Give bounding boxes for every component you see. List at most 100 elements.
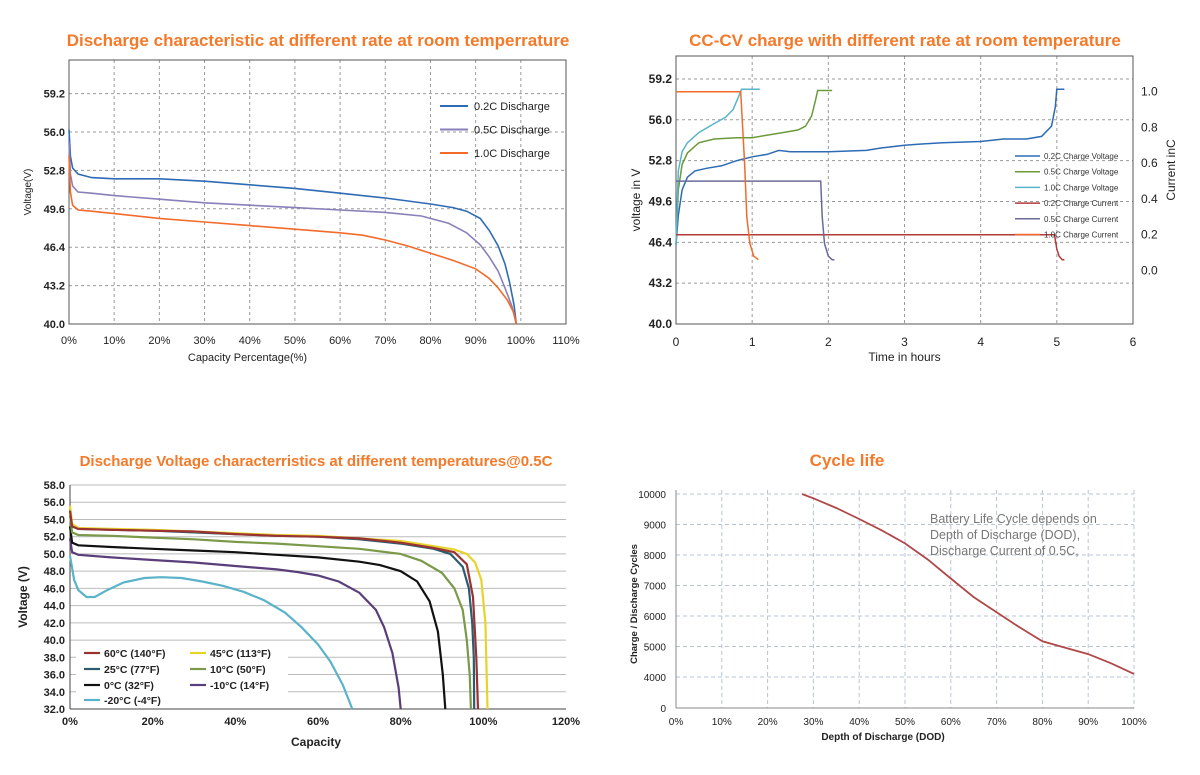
y-tick-label: 52.8 xyxy=(44,165,65,177)
chart-discharge-temperature: Discharge Voltage characterristics at di… xyxy=(0,385,600,770)
x-tick-label: 60% xyxy=(329,335,351,347)
series-line-1-0c-discharge xyxy=(68,155,518,325)
plot-frame xyxy=(675,55,1134,325)
x-tick-label: 6 xyxy=(1130,335,1137,349)
x-tick-label: 10% xyxy=(103,335,125,347)
annotation-text: Discharge Current of 0.5C, xyxy=(930,544,1079,558)
x-tick-label: 0% xyxy=(669,717,684,728)
x-tick-label: 3 xyxy=(901,335,908,349)
x-tick-label: 100% xyxy=(507,335,535,347)
series-line-0-2c-charge-voltage xyxy=(675,88,1065,245)
x-axis-label: Depth of Discharge (DOD) xyxy=(821,732,944,743)
y-tick-label: 48.0 xyxy=(44,566,65,578)
legend-label: 60°C (140°F) xyxy=(104,648,166,660)
y-tick-label: 58.0 xyxy=(44,480,65,492)
annotation-text: Battery Life Cycle depends on xyxy=(930,512,1097,526)
x-tick-label: 50% xyxy=(284,335,306,347)
chart-title: Discharge characteristic at different ra… xyxy=(67,31,570,50)
y-tick-label: 34.0 xyxy=(44,687,65,699)
y-tick-label: 9000 xyxy=(644,521,667,532)
y2-tick-label: 0.6 xyxy=(1141,156,1158,170)
x-tick-label: 30% xyxy=(194,335,216,347)
x-tick-label: 60% xyxy=(307,716,329,728)
series-line-0-5c-charge-voltage xyxy=(675,89,833,245)
x-tick-label: 80% xyxy=(390,716,412,728)
y-tick-label: 49.6 xyxy=(44,204,65,216)
x-tick-label: 110% xyxy=(552,335,580,347)
legend-label: 1.0C Discharge xyxy=(474,148,550,160)
series-line-10-c-14-f xyxy=(68,538,402,710)
y2-tick-label: 0.2 xyxy=(1141,228,1158,242)
y-tick-label: 54.0 xyxy=(44,514,65,526)
y-tick-label: 44.0 xyxy=(44,601,65,613)
series-line-1-0c-charge-current xyxy=(676,90,759,261)
y-tick-label: 52.0 xyxy=(44,532,65,544)
legend-label: 1.0C Charge Voltage xyxy=(1044,183,1119,192)
y-tick-label: 56.0 xyxy=(649,113,673,127)
y-tick-label: 4000 xyxy=(644,673,667,684)
y-tick-label: 10000 xyxy=(638,490,666,501)
legend-label: 10°C (50°F) xyxy=(210,664,266,676)
chart-title: Cycle life xyxy=(810,451,885,470)
chart-cycle-life: Cycle life 0 4000 5000 6000 7000 8000 9000 10000… xyxy=(600,385,1200,770)
y-tick-label: 32.0 xyxy=(44,704,65,716)
x-tick-label: 100% xyxy=(469,716,497,728)
y-tick-label: 38.0 xyxy=(44,652,65,664)
series-line-1-0c-charge-voltage xyxy=(675,88,760,245)
y-tick-label: 46.4 xyxy=(649,235,673,249)
y-tick-label: 36.0 xyxy=(44,670,65,682)
legend-label: -20°C (-4°F) xyxy=(104,695,161,707)
legend-label: 0.2C Discharge xyxy=(474,101,550,113)
x-tick-label: 4 xyxy=(977,335,984,349)
x-tick-label: 0% xyxy=(62,716,78,728)
y2-tick-label: 0.0 xyxy=(1141,263,1158,277)
chart-cccv-charge-svg: CC-CV charge with different rate at room… xyxy=(629,31,1178,364)
x-axis-label: Time in hours xyxy=(868,350,940,364)
x-tick-label: 80% xyxy=(419,335,441,347)
x-tick-label: 20% xyxy=(142,716,164,728)
x-tick-label: 1 xyxy=(749,335,756,349)
y-tick-label: 59.2 xyxy=(649,72,673,86)
chart-discharge-temperature-svg: Discharge Voltage characterristics at di… xyxy=(16,453,580,749)
x-tick-label: 20% xyxy=(758,717,778,728)
y2-tick-label: 1.0 xyxy=(1141,85,1158,99)
series-line-60-c-140-f xyxy=(68,510,480,710)
y-tick-label: 40.0 xyxy=(649,317,673,331)
y-tick-label: 40.0 xyxy=(44,319,65,331)
y-tick-label: 43.2 xyxy=(44,281,65,293)
x-tick-label: 100% xyxy=(1121,717,1147,728)
legend-label: 0.5C Charge Current xyxy=(1044,215,1119,224)
y2-axis-label: Current inC xyxy=(1164,139,1178,201)
x-axis-label: Capacity Percentage(%) xyxy=(188,352,307,364)
y-tick-label: 46.0 xyxy=(44,583,65,595)
series-line-cycle-life xyxy=(801,493,1135,675)
y-tick-label: 46.4 xyxy=(44,242,66,254)
y-tick-label: 50.0 xyxy=(44,549,65,561)
x-tick-label: 40% xyxy=(849,717,869,728)
y-tick-label: 42.0 xyxy=(44,618,65,630)
x-tick-label: 20% xyxy=(148,335,170,347)
annotation-text: Depth of Discharge (DOD), xyxy=(930,528,1080,542)
y-axis-label: Charge / Discharge Cycles xyxy=(629,544,640,664)
y-tick-label: 56.0 xyxy=(44,127,65,139)
x-tick-label: 50% xyxy=(895,717,915,728)
x-tick-label: 0 xyxy=(673,335,680,349)
chart-discharge-rate: Discharge characteristic at different ra… xyxy=(0,0,600,385)
x-tick-label: 30% xyxy=(803,717,823,728)
x-tick-label: 70% xyxy=(987,717,1007,728)
y-tick-label: 52.8 xyxy=(649,154,673,168)
chart-cccv-charge: CC-CV charge with different rate at room… xyxy=(600,0,1200,385)
legend-label: 0.5C Discharge xyxy=(474,125,550,137)
chart-discharge-rate-svg: Discharge characteristic at different ra… xyxy=(23,31,580,364)
x-tick-label: 70% xyxy=(374,335,396,347)
plot-frame xyxy=(68,59,567,325)
chart-title: CC-CV charge with different rate at room… xyxy=(689,31,1121,50)
series-line-0-5c-discharge xyxy=(68,141,518,325)
y-axis-label: Voltage (V) xyxy=(16,566,30,628)
x-tick-label: 40% xyxy=(239,335,261,347)
legend-label: 0°C (32°F) xyxy=(104,680,154,692)
x-tick-label: 10% xyxy=(712,717,732,728)
y-tick-label: 59.2 xyxy=(44,89,65,101)
legend-label: 0.2C Charge Voltage xyxy=(1044,152,1119,161)
x-tick-label: 60% xyxy=(941,717,961,728)
